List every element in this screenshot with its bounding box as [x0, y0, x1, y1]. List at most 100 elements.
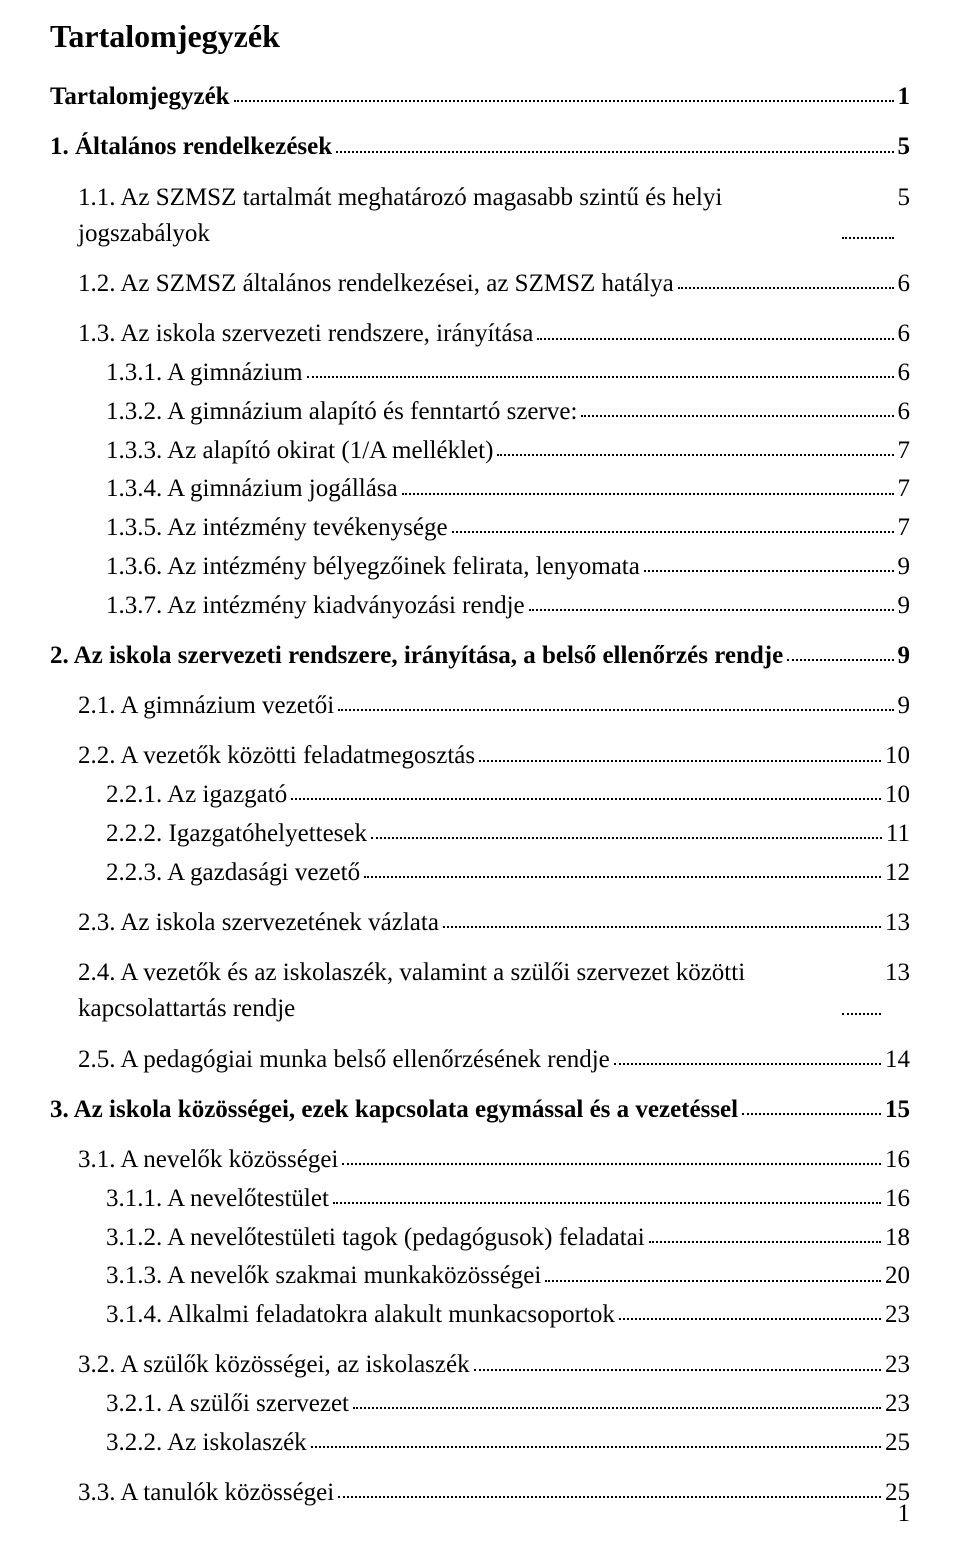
toc-leader-dots — [529, 609, 894, 611]
toc-entry-page: 6 — [898, 316, 911, 352]
toc-leader-dots — [581, 415, 893, 417]
toc-entry: 2.3. Az iskola szervezetének vázlata13 — [50, 905, 910, 941]
toc-entry-label: Tartalomjegyzék — [50, 79, 230, 115]
toc-entry-page: 5 — [898, 129, 911, 165]
toc-entry-label: 1.3.1. A gimnázium — [106, 355, 303, 391]
toc-leader-dots — [338, 709, 893, 711]
toc-entry: 1.3.4. A gimnázium jogállása 7 — [50, 471, 910, 507]
toc-entry-page: 1 — [898, 79, 911, 115]
toc-entry-page: 16 — [885, 1181, 910, 1217]
toc-leader-dots — [619, 1318, 881, 1320]
toc-entry-page: 7 — [898, 433, 911, 469]
toc-leader-dots — [649, 1241, 881, 1243]
toc-entry-label: 1.2. Az SZMSZ általános rendelkezései, a… — [78, 266, 674, 302]
toc-leader-dots — [307, 376, 894, 378]
toc-entry-page: 23 — [885, 1386, 910, 1422]
toc-entry-page: 11 — [886, 816, 910, 852]
toc-entry-page: 23 — [885, 1297, 910, 1333]
toc-entry-page: 13 — [885, 905, 910, 941]
toc-entry: 2.4. A vezetők és az iskolaszék, valamin… — [50, 955, 910, 1028]
toc-entry-label: 3. Az iskola közösségei, ezek kapcsolata… — [50, 1092, 738, 1128]
toc-list: Tartalomjegyzék 1 1. Általános rendelkezés… — [50, 79, 910, 1511]
toc-leader-dots — [336, 151, 893, 153]
toc-entry-page: 14 — [885, 1042, 910, 1078]
toc-entry-label: 2.2.2. Igazgatóhelyettesek — [106, 816, 367, 852]
toc-entry: 1. Általános rendelkezések 5 — [50, 129, 910, 165]
toc-leader-dots — [842, 1013, 881, 1015]
toc-entry: 1.3.1. A gimnázium 6 — [50, 355, 910, 391]
toc-leader-dots — [497, 454, 893, 456]
toc-entry-page: 16 — [885, 1142, 910, 1178]
toc-leader-dots — [333, 1202, 881, 1204]
toc-entry-label: 1.3.7. Az intézmény kiadványozási rendje — [106, 588, 525, 624]
toc-entry-label: 1.1. Az SZMSZ tartalmát meghatározó maga… — [78, 180, 838, 253]
toc-entry-label: 3.2. A szülők közösségei, az iskolaszék — [78, 1347, 470, 1383]
toc-leader-dots — [545, 1280, 881, 1282]
toc-entry-page: 13 — [885, 955, 910, 991]
toc-entry: 1.3.7. Az intézmény kiadványozási rendje… — [50, 588, 910, 624]
toc-entry: 3.3. A tanulók közösségei25 — [50, 1475, 910, 1511]
toc-leader-dots — [234, 100, 894, 102]
toc-leader-dots — [338, 1496, 881, 1498]
toc-entry: 2. Az iskola szervezeti rendszere, irány… — [50, 638, 910, 674]
toc-entry: 2.2.2. Igazgatóhelyettesek 11 — [50, 816, 910, 852]
toc-leader-dots — [787, 659, 893, 661]
toc-entry: Tartalomjegyzék 1 — [50, 79, 910, 115]
toc-entry: 2.5. A pedagógiai munka belső ellenőrzés… — [50, 1042, 910, 1078]
toc-entry-label: 2.2.1. Az igazgató — [106, 777, 287, 813]
toc-leader-dots — [342, 1163, 881, 1165]
toc-entry-page: 9 — [898, 588, 911, 624]
page-number: 1 — [898, 1500, 911, 1528]
toc-leader-dots — [353, 1407, 881, 1409]
toc-entry: 3.2.2. Az iskolaszék 25 — [50, 1425, 910, 1461]
toc-entry: 3.1.4. Alkalmi feladatokra alakult munka… — [50, 1297, 910, 1333]
toc-entry-page: 10 — [885, 777, 910, 813]
toc-leader-dots — [474, 1369, 881, 1371]
toc-entry: 3.1.3. A nevelők szakmai munkaközösségei… — [50, 1258, 910, 1294]
toc-entry-label: 2.1. A gimnázium vezetői — [78, 688, 334, 724]
toc-leader-dots — [311, 1446, 881, 1448]
toc-entry-label: 1. Általános rendelkezések — [50, 129, 332, 165]
toc-entry-page: 20 — [885, 1258, 910, 1294]
page-container: Tartalomjegyzék Tartalomjegyzék 1 1. Által… — [0, 0, 960, 1554]
toc-entry-page: 9 — [898, 549, 911, 585]
toc-entry-page: 10 — [885, 738, 910, 774]
toc-leader-dots — [678, 287, 894, 289]
toc-entry-label: 2.2. A vezetők közötti feladatmegosztás — [78, 738, 475, 774]
toc-entry-label: 1.3.3. Az alapító okirat (1/A melléklet) — [106, 433, 493, 469]
toc-entry-page: 23 — [885, 1347, 910, 1383]
toc-entry-label: 3.1.2. A nevelőtestületi tagok (pedagógu… — [106, 1220, 645, 1256]
toc-entry-page: 6 — [898, 355, 911, 391]
toc-leader-dots — [402, 493, 894, 495]
toc-entry: 3.1.1. A nevelőtestület 16 — [50, 1181, 910, 1217]
toc-entry: 1.3.3. Az alapító okirat (1/A melléklet)… — [50, 433, 910, 469]
toc-entry: 3.2. A szülők közösségei, az iskolaszék 2… — [50, 1347, 910, 1383]
toc-entry-label: 1.3. Az iskola szervezeti rendszere, irá… — [78, 316, 533, 352]
toc-entry-label: 1.3.4. A gimnázium jogállása — [106, 471, 398, 507]
toc-entry-page: 9 — [898, 688, 911, 724]
toc-entry-label: 3.1.4. Alkalmi feladatokra alakult munka… — [106, 1297, 615, 1333]
toc-entry-label: 2.5. A pedagógiai munka belső ellenőrzés… — [78, 1042, 610, 1078]
document-title: Tartalomjegyzék — [50, 18, 910, 55]
toc-entry-label: 3.2.2. Az iskolaszék — [106, 1425, 307, 1461]
toc-entry-label: 1.3.6. Az intézmény bélyegzőinek felirat… — [106, 549, 640, 585]
toc-entry-page: 7 — [898, 471, 911, 507]
toc-leader-dots — [452, 531, 894, 533]
toc-entry-label: 2.4. A vezetők és az iskolaszék, valamin… — [78, 955, 838, 1028]
toc-entry-label: 1.3.2. A gimnázium alapító és fenntartó … — [106, 394, 577, 430]
toc-entry-page: 9 — [898, 638, 911, 674]
toc-entry-label: 3.3. A tanulók közösségei — [78, 1475, 334, 1511]
toc-entry-page: 6 — [898, 266, 911, 302]
toc-entry-page: 5 — [898, 180, 911, 216]
toc-leader-dots — [371, 837, 882, 839]
toc-leader-dots — [443, 926, 881, 928]
toc-entry: 1.3.2. A gimnázium alapító és fenntartó … — [50, 394, 910, 430]
toc-entry: 1.3.5. Az intézmény tevékenysége7 — [50, 510, 910, 546]
toc-entry-label: 2. Az iskola szervezeti rendszere, irány… — [50, 638, 783, 674]
toc-entry-page: 6 — [898, 394, 911, 430]
toc-entry-label: 3.1.1. A nevelőtestület — [106, 1181, 329, 1217]
toc-entry-page: 15 — [885, 1092, 910, 1128]
toc-entry: 3.1. A nevelők közösségei 16 — [50, 1142, 910, 1178]
toc-entry-page: 25 — [885, 1425, 910, 1461]
toc-entry-label: 3.1. A nevelők közösségei — [78, 1142, 338, 1178]
